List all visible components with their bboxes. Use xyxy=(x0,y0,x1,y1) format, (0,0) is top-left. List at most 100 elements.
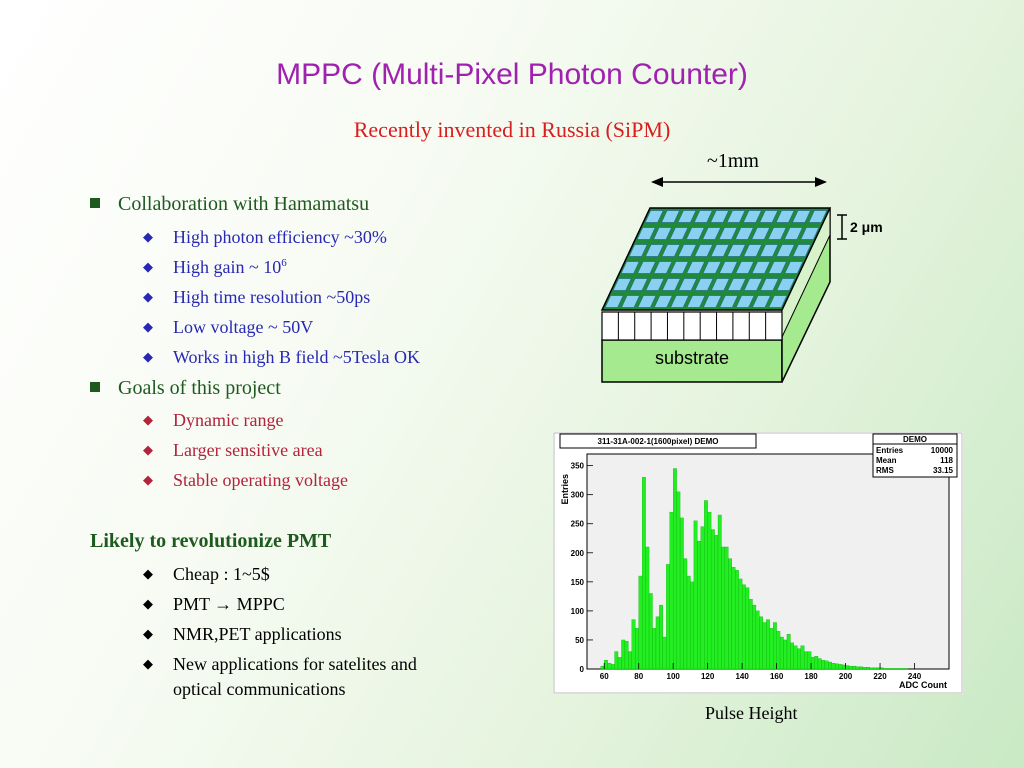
goal-item-voltage: ◆ Stable operating voltage xyxy=(143,470,348,490)
histogram-bar xyxy=(642,477,646,670)
histogram-bar xyxy=(862,667,867,670)
x-tick-label: 200 xyxy=(839,672,853,681)
pixel-cell xyxy=(604,295,624,308)
rev-item-new: ◆ New applications for satelites and xyxy=(143,654,417,674)
pixel-cell xyxy=(669,261,689,274)
diamond-bullet-icon: ◆ xyxy=(143,259,153,274)
histogram-bar xyxy=(841,664,846,670)
histogram-bar xyxy=(652,628,657,670)
histogram-caption: Pulse Height xyxy=(705,703,798,723)
histogram-bar xyxy=(824,660,829,670)
square-bullet-icon xyxy=(90,382,100,392)
pixel-cell xyxy=(653,261,673,274)
histogram-bar xyxy=(893,668,898,670)
histogram-bar xyxy=(659,604,663,670)
histogram-bar xyxy=(610,664,615,670)
histogram-bar xyxy=(704,500,708,670)
bullet-collaboration: Collaboration with Hamamatsu xyxy=(90,193,369,216)
axes: 0 50 100 150 200 250 300 350 60 80 100 120 140 160 180… xyxy=(571,462,922,681)
bullet-goals: Goals of this project xyxy=(90,377,281,400)
slide-subtitle: Recently invented in Russia (SiPM) xyxy=(353,117,671,142)
y-axis-label: Entries xyxy=(560,474,570,505)
histogram-bar xyxy=(731,567,736,670)
substrate-label: substrate xyxy=(655,348,729,368)
histogram-bar xyxy=(755,610,760,670)
histogram-bar xyxy=(628,651,632,670)
histogram-bar xyxy=(745,587,750,670)
histogram-bar xyxy=(855,666,860,670)
collab-item-gain: ◆ High gain ~ 106 xyxy=(143,257,287,277)
histogram-bar xyxy=(741,584,746,670)
histogram-bar xyxy=(845,665,850,670)
pixel-cell xyxy=(629,278,649,291)
stats-rms-label: RMS xyxy=(876,466,894,475)
pixel-grid xyxy=(604,210,828,308)
histogram-bar xyxy=(879,667,884,670)
pixel-cell xyxy=(743,244,763,257)
histogram-bar xyxy=(721,546,726,670)
x-tick-label: 240 xyxy=(908,672,922,681)
pixel-cell xyxy=(710,244,730,257)
stats-rms-value: 33.15 xyxy=(933,466,954,475)
pixel-cell xyxy=(628,244,648,257)
pixel-cell xyxy=(702,261,722,274)
histogram-bar xyxy=(679,517,684,670)
histogram-bar xyxy=(779,636,784,670)
pixel-cell xyxy=(661,244,681,257)
histogram-bar xyxy=(866,667,870,670)
pixel-cell xyxy=(710,278,730,291)
pixel-cell xyxy=(661,210,681,223)
histogram-bar xyxy=(766,619,770,670)
diamond-bullet-icon: ◆ xyxy=(143,566,153,581)
pixel-cell xyxy=(653,227,673,240)
diamond-bullet-icon: ◆ xyxy=(143,349,153,364)
title-box xyxy=(559,433,757,449)
pixel-cell xyxy=(759,244,779,257)
pixel-cell xyxy=(735,295,755,308)
histogram-bar xyxy=(883,668,888,670)
histogram-bar xyxy=(773,622,777,670)
pixel-cell xyxy=(677,244,697,257)
diamond-bullet-icon: ◆ xyxy=(143,319,153,334)
pixel-cell xyxy=(694,278,714,291)
pixel-cell xyxy=(644,210,664,223)
pixel-cell xyxy=(742,210,762,223)
histogram-bar xyxy=(848,665,853,670)
histogram-bar xyxy=(828,661,832,670)
histogram-bar xyxy=(793,645,798,670)
histogram-bar xyxy=(838,664,843,670)
y-tick-label: 250 xyxy=(571,520,585,529)
histogram-bar xyxy=(638,575,643,670)
histogram-bar xyxy=(669,511,674,670)
stats-header: DEMO xyxy=(903,435,927,444)
pixel-cell xyxy=(620,261,640,274)
diamond-bullet-icon: ◆ xyxy=(143,656,153,671)
histogram-bar xyxy=(645,546,650,670)
collab-item-bfield: ◆ Works in high B field ~5Tesla OK xyxy=(143,347,420,367)
diamond-bullet-icon: ◆ xyxy=(143,596,153,611)
diamond-bullet-icon: ◆ xyxy=(143,412,153,427)
histogram-bar xyxy=(759,616,763,670)
y-tick-label: 0 xyxy=(580,665,585,674)
pixel-cell xyxy=(669,227,689,240)
histogram-bar xyxy=(676,491,681,670)
pixel-cell xyxy=(776,278,796,291)
histogram-bar xyxy=(869,667,874,670)
stats-box xyxy=(872,433,958,478)
pixel-cell xyxy=(693,210,713,223)
histogram-bar xyxy=(666,564,670,670)
pixel-cell xyxy=(775,210,795,223)
pixel-cell xyxy=(653,295,673,308)
histogram-bar xyxy=(728,558,732,670)
collab-item-efficiency: ◆ High photon efficiency ~30% xyxy=(143,227,387,247)
stats-entries-label: Entries xyxy=(876,446,904,455)
histogram-bar xyxy=(904,668,908,670)
histogram-bar xyxy=(662,636,667,670)
pixel-cell xyxy=(808,210,828,223)
rev-item-cheap: ◆ Cheap : 1~5$ xyxy=(143,564,270,584)
histogram-bar xyxy=(886,668,891,670)
collab-heading: Collaboration with Hamamatsu xyxy=(118,193,370,215)
histogram-bar xyxy=(686,575,691,670)
histogram-bar xyxy=(835,663,839,670)
pixel-cell xyxy=(800,227,820,240)
